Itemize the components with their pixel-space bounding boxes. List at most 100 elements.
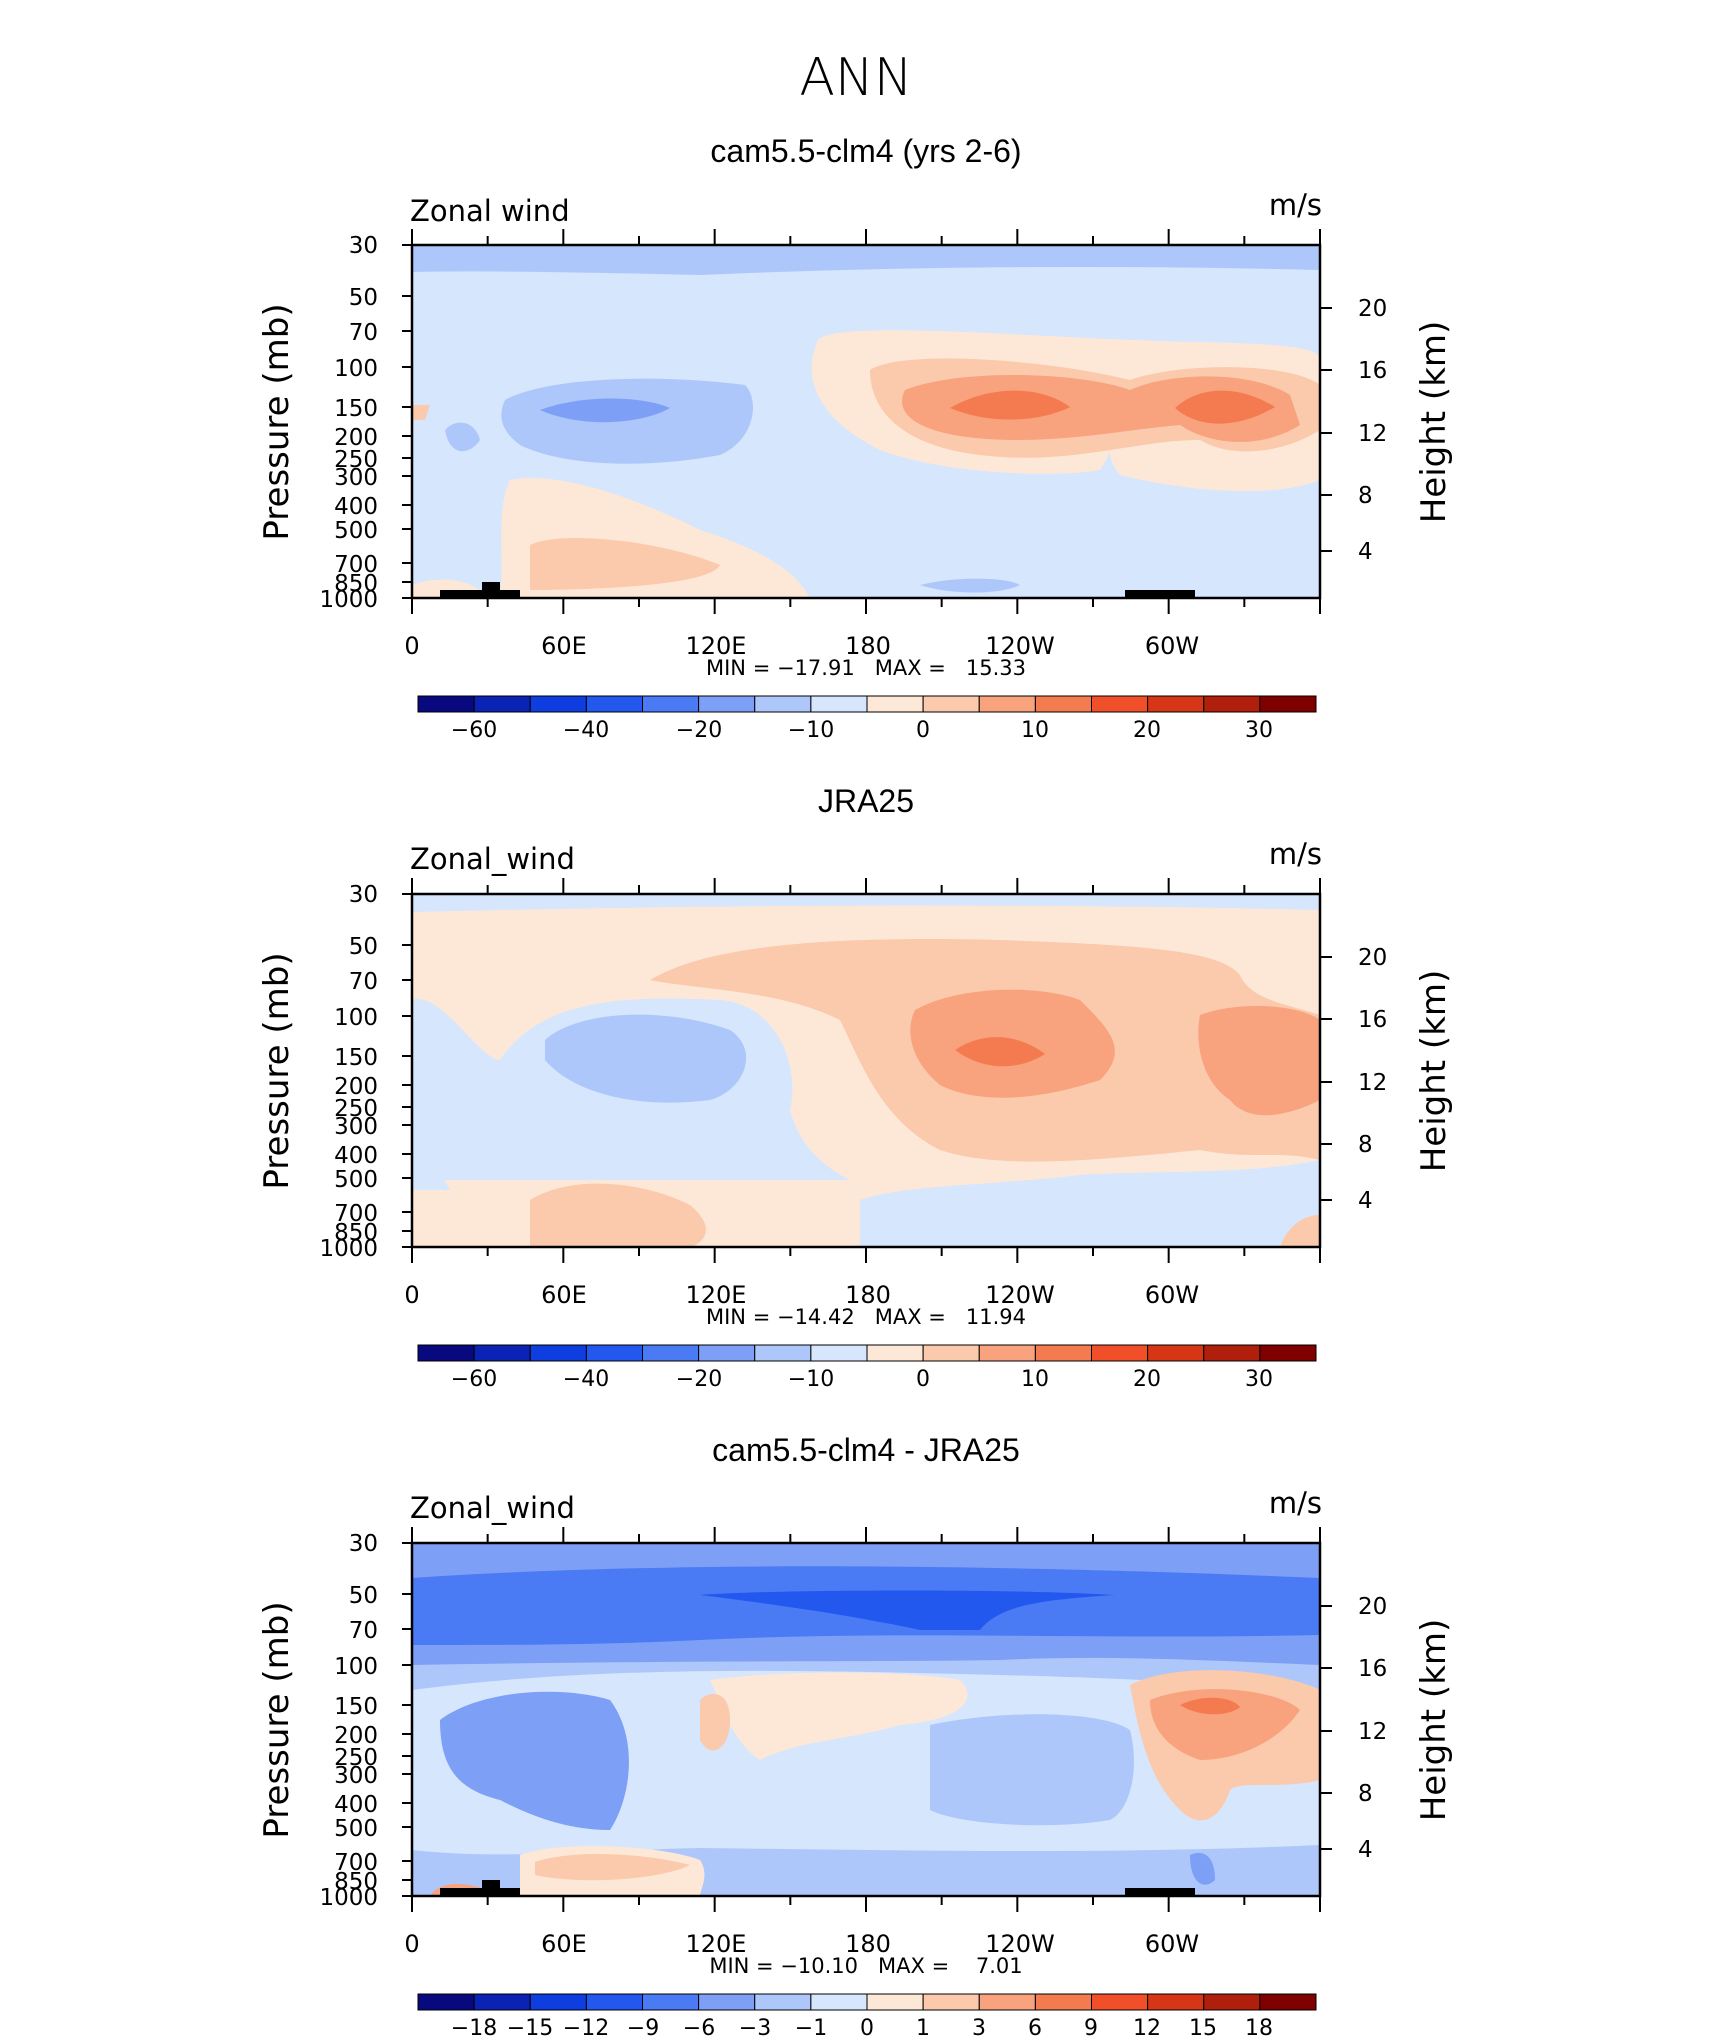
panel-3-ticks xyxy=(402,1527,1332,1912)
panel-1-colorbar-labels: −60 −40 −20 −10 0 10 20 30 xyxy=(451,718,1273,743)
colorbar-swatch xyxy=(1034,695,1092,713)
panel-1-terrain-rockies xyxy=(1125,590,1195,598)
y-right-tick-label: 16 xyxy=(1358,358,1387,384)
x-tick-label: 60E xyxy=(541,1930,587,1958)
panel-3-ylabel-right: Height (km) xyxy=(1414,1619,1454,1822)
colorbar-label: −18 xyxy=(451,2016,497,2038)
colorbar-swatch xyxy=(978,1344,1036,1362)
colorbar-swatch xyxy=(978,1993,1036,2011)
y-tick-label: 500 xyxy=(334,1167,378,1193)
panel-1-ylabel: Pressure (mb) xyxy=(257,303,297,540)
colorbar-swatch xyxy=(1091,1344,1149,1362)
y-tick-label: 30 xyxy=(349,882,378,908)
colorbar-swatch xyxy=(642,1344,700,1362)
colorbar-swatch xyxy=(529,1993,587,2011)
panel-3-negative-central xyxy=(930,1714,1134,1826)
panel-2-westward-inner xyxy=(545,1014,747,1103)
y-tick-label: 850 xyxy=(334,571,378,597)
colorbar-label: −1 xyxy=(795,2016,827,2038)
y-tick-label: 700 xyxy=(334,1850,378,1876)
y-tick-label: 100 xyxy=(334,1005,378,1031)
colorbar-swatch xyxy=(585,1993,643,2011)
y-tick-label: 300 xyxy=(334,1763,378,1789)
y-tick-label: 50 xyxy=(349,285,378,311)
y-tick-label: 200 xyxy=(334,1074,378,1100)
colorbar-label: −6 xyxy=(683,2016,715,2038)
x-tick-label: 60W xyxy=(1145,632,1199,660)
colorbar-swatch xyxy=(473,1993,531,2011)
y-tick-label: 300 xyxy=(334,465,378,491)
x-tick-label: 180 xyxy=(845,1281,891,1309)
panel-3-variable-label: Zonal_wind xyxy=(410,1491,575,1525)
colorbar-swatch xyxy=(810,1344,868,1362)
x-tick-label: 120E xyxy=(686,632,747,660)
panel-3-stats: MIN = −10.10 MAX = 7.01 xyxy=(709,1954,1022,1978)
colorbar-swatch xyxy=(529,695,587,713)
panel-1-lower-warm-inner xyxy=(530,537,720,590)
colorbar-swatch xyxy=(810,695,868,713)
colorbar-swatch xyxy=(922,1993,980,2011)
x-tick-label: 120E xyxy=(686,1281,747,1309)
y-tick-label: 70 xyxy=(349,1618,378,1644)
colorbar-label: −3 xyxy=(739,2016,771,2038)
colorbar-label: 6 xyxy=(1028,2016,1042,2038)
y-right-tick-label: 20 xyxy=(1358,1594,1387,1620)
colorbar-swatch xyxy=(1091,695,1149,713)
colorbar-label: 10 xyxy=(1021,718,1049,743)
colorbar-swatch xyxy=(1259,1993,1317,2011)
colorbar-swatch xyxy=(585,695,643,713)
colorbar-swatch xyxy=(866,695,924,713)
panel-2-colorbar-labels: −60 −40 −20 −10 0 10 20 30 xyxy=(451,1367,1273,1392)
panel-3-y-ticklabels: 30 50 70 100 150 200 250 300 400 500 700… xyxy=(319,1531,378,1911)
y-tick-label: 150 xyxy=(334,1694,378,1720)
y-tick-label: 150 xyxy=(334,396,378,422)
colorbar-label: 10 xyxy=(1021,1367,1049,1392)
colorbar-swatch xyxy=(1259,1344,1317,1362)
x-tick-label: 0 xyxy=(404,632,419,660)
y-tick-label: 30 xyxy=(349,233,378,259)
x-tick-label: 0 xyxy=(404,1930,419,1958)
panel-1-ylabel-right: Height (km) xyxy=(1414,321,1454,524)
panel-1-topography xyxy=(440,582,1195,598)
colorbar-label: 30 xyxy=(1245,1367,1273,1392)
panel-2-top-band xyxy=(412,894,1320,912)
panel-3: cam5.5-clm4 - JRA25 Zonal_wind m/s xyxy=(257,1432,1454,2038)
panel-2-bottom-right-warm xyxy=(1280,1215,1320,1247)
y-tick-label: 250 xyxy=(334,1096,378,1122)
panel-2-title: JRA25 xyxy=(818,783,914,819)
panel-1-upper-band xyxy=(412,245,1320,275)
panel-1-units: m/s xyxy=(1269,188,1322,222)
colorbar-label: −20 xyxy=(676,718,722,743)
colorbar-label: 20 xyxy=(1133,1367,1161,1392)
x-tick-label: 120W xyxy=(985,1930,1055,1958)
x-tick-label: 60E xyxy=(541,1281,587,1309)
colorbar-label: −60 xyxy=(451,718,497,743)
panel-2-ylabel-right: Height (km) xyxy=(1414,970,1454,1173)
colorbar-swatch xyxy=(1203,1993,1261,2011)
x-tick-label: 120W xyxy=(985,1281,1055,1309)
y-tick-label: 30 xyxy=(349,1531,378,1557)
colorbar-label: −9 xyxy=(627,2016,659,2038)
panel-2: JRA25 Zonal_wind m/s 0 60E 120E 180 120W… xyxy=(257,783,1454,1392)
x-tick-label: 60E xyxy=(541,632,587,660)
panel-1-ticks xyxy=(402,229,1332,614)
colorbar-swatch xyxy=(754,695,812,713)
x-tick-label: 0 xyxy=(404,1281,419,1309)
panel-2-y-right-ticklabels: 20 16 12 8 4 xyxy=(1358,945,1387,1214)
colorbar-label: 0 xyxy=(916,1367,930,1392)
x-tick-label: 60W xyxy=(1145,1930,1199,1958)
y-tick-label: 850 xyxy=(334,1220,378,1246)
colorbar-swatch xyxy=(1091,1993,1149,2011)
y-tick-label: 200 xyxy=(334,425,378,451)
colorbar-label: −40 xyxy=(563,718,609,743)
y-right-tick-label: 12 xyxy=(1358,1719,1387,1745)
panel-3-terrain-tibet xyxy=(482,1880,500,1890)
colorbar-label: 18 xyxy=(1245,2016,1273,2038)
colorbar-swatch xyxy=(922,1344,980,1362)
panel-1-variable-label: Zonal wind xyxy=(410,194,570,228)
colorbar-label: −60 xyxy=(451,1367,497,1392)
colorbar-label: 20 xyxy=(1133,718,1161,743)
colorbar-swatch xyxy=(417,1344,475,1362)
colorbar-swatch xyxy=(529,1344,587,1362)
panel-3-title: cam5.5-clm4 - JRA25 xyxy=(712,1432,1020,1468)
